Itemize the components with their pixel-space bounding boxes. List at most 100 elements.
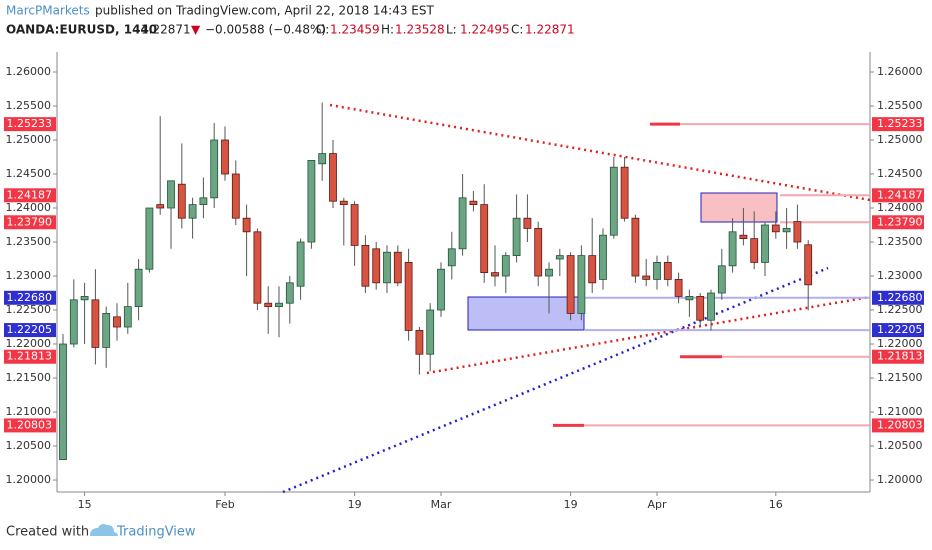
supply-zone (700, 192, 778, 223)
y-tick-label: 1.21000 (877, 405, 923, 418)
y-tick-label: 1.25500 (877, 99, 923, 112)
level-label: 1.24187 (7, 188, 53, 201)
candle-body (771, 224, 780, 233)
candle-body (156, 204, 165, 209)
footer-created: Created with (6, 525, 89, 540)
candle-body (296, 241, 305, 287)
level-tag (4, 117, 56, 132)
candle-body (534, 228, 543, 277)
candle-body (588, 255, 597, 284)
y-tick-label: 1.25000 (6, 133, 52, 146)
ohlc-value: 1.23459 (330, 23, 380, 37)
candle-body (253, 231, 262, 304)
candle-body (329, 153, 337, 202)
candle-body (750, 238, 759, 263)
y-tick-label: 1.23500 (877, 235, 923, 248)
y-tick-label: 1.26000 (6, 65, 52, 78)
tv-logo[interactable] (90, 524, 118, 536)
x-tick-label: Mar (431, 498, 452, 511)
last-price: 1.22871 (141, 23, 191, 37)
candle-body (167, 180, 175, 209)
y-tick-label: 1.21000 (6, 405, 52, 418)
candle-body (102, 313, 111, 348)
x-tick-label: Feb (215, 498, 234, 511)
candle-body (739, 234, 748, 240)
author[interactable]: MarcPMarkets (6, 4, 90, 18)
level-label: 1.21813 (7, 350, 53, 363)
level-tag (4, 215, 56, 230)
y-tick-label: 1.25000 (877, 133, 923, 146)
candle-body (242, 217, 251, 233)
y-tick-label: 1.22000 (877, 337, 923, 350)
candle-body (555, 255, 564, 260)
candle-body (339, 200, 348, 206)
candle-body (383, 251, 391, 284)
candle-body (199, 197, 208, 206)
candle-body (717, 265, 726, 294)
footer-brand[interactable]: TradingView (116, 525, 196, 540)
level-label: 1.22680 (7, 291, 53, 304)
level-label: 1.22680 (877, 291, 923, 304)
candle-body (307, 160, 316, 243)
level-tag (872, 188, 924, 203)
level-label: 1.23790 (7, 215, 53, 228)
y-tick-label: 1.21500 (877, 371, 923, 384)
candle-body (80, 296, 89, 301)
candle-body (188, 204, 197, 219)
x-tick-label: Apr (647, 498, 667, 511)
level-label: 1.24187 (877, 188, 923, 201)
level-tag (872, 349, 924, 364)
ohlc-value: 1.22871 (525, 23, 575, 37)
level-tag (4, 349, 56, 364)
candle-body (685, 296, 694, 301)
level-label: 1.22205 (877, 323, 923, 336)
ohlc-label: L: (446, 23, 457, 37)
candle-body (620, 166, 629, 219)
ohlc-value: 1.23528 (395, 23, 445, 37)
candle-body (404, 262, 413, 331)
level-tag (872, 418, 924, 433)
y-tick-label: 1.20500 (877, 439, 923, 452)
y-tick-label: 1.23500 (6, 235, 52, 248)
level-label: 1.25233 (877, 117, 923, 130)
y-tick-label: 1.20500 (6, 439, 52, 452)
change: −0.00588 (−0.48%) (205, 23, 326, 37)
level-tag (4, 323, 56, 338)
candle-body (674, 279, 683, 297)
ohlc-label: C: (511, 23, 523, 37)
candle-body (523, 217, 532, 229)
ohlc-readout: O: 1.23459 H: 1.23528 L: 1.22495 C: 1.22871 (316, 23, 575, 37)
drawings (282, 103, 871, 494)
candle-body (393, 251, 402, 284)
level-tag (872, 290, 924, 305)
candle-body (318, 153, 327, 165)
candle-body (231, 173, 240, 219)
candle-body (631, 217, 640, 277)
candle-body (642, 275, 651, 280)
ohlc-value: 1.22495 (460, 23, 510, 37)
ohlc-label: O: (316, 23, 329, 37)
y-tick-label: 1.20000 (877, 473, 923, 486)
candle-body (426, 309, 435, 355)
x-tick-label: 19 (348, 498, 362, 511)
level-label: 1.22205 (7, 323, 53, 336)
level-tag (4, 418, 56, 433)
candle-body (696, 296, 705, 321)
y-tick-label: 1.24000 (6, 201, 52, 214)
candle-body (501, 255, 510, 277)
candle-body (480, 204, 489, 274)
level-label: 1.25233 (7, 117, 53, 130)
candle-body (804, 244, 813, 286)
level-label: 1.23790 (877, 215, 923, 228)
candle-body (145, 207, 154, 270)
y-tick-label: 1.26000 (877, 65, 923, 78)
candle-body (134, 268, 143, 308)
change-arrow: ▼ (191, 23, 201, 37)
candle-body (782, 228, 791, 233)
candle-body (793, 221, 802, 243)
candle-body (350, 204, 359, 246)
x-tick-label: 19 (564, 498, 578, 511)
y-tick-label: 1.22000 (6, 337, 52, 350)
symbol: OANDA:EURUSD, 1440 (6, 23, 157, 37)
candle-body (91, 299, 100, 348)
